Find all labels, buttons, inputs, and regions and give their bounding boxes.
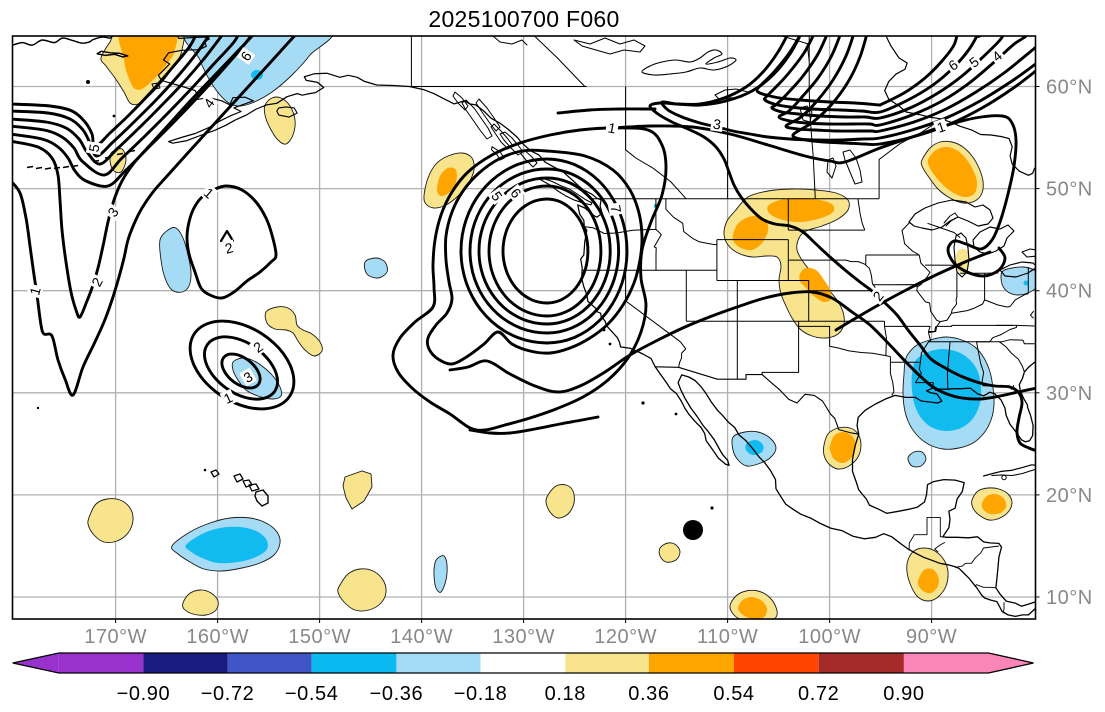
svg-text:2: 2 [223,239,235,257]
svg-text:−0.54: −0.54 [285,683,339,705]
svg-text:2025100700 F060: 2025100700 F060 [428,6,619,32]
svg-text:100°W: 100°W [798,626,861,648]
svg-text:150°W: 150°W [288,626,351,648]
svg-text:30°N: 30°N [1046,383,1093,405]
svg-text:120°W: 120°W [594,626,657,648]
svg-text:140°W: 140°W [390,626,453,648]
svg-text:0.90: 0.90 [883,683,924,705]
svg-text:110°W: 110°W [697,626,758,648]
svg-text:0.72: 0.72 [798,683,839,705]
svg-text:3: 3 [712,116,722,133]
svg-text:1: 1 [607,119,618,136]
svg-text:20°N: 20°N [1046,485,1093,507]
svg-text:160°W: 160°W [186,626,249,648]
svg-text:170°W: 170°W [84,626,147,648]
svg-text:90°W: 90°W [906,626,957,648]
svg-text:0.54: 0.54 [713,683,754,705]
svg-text:1: 1 [26,285,44,297]
svg-text:−0.36: −0.36 [370,683,424,705]
svg-text:−0.18: −0.18 [454,683,508,705]
svg-text:40°N: 40°N [1046,281,1093,303]
svg-text:130°W: 130°W [492,626,555,648]
svg-text:0.18: 0.18 [545,683,586,705]
svg-text:50°N: 50°N [1046,179,1093,201]
svg-text:−0.72: −0.72 [201,683,255,705]
svg-text:10°N: 10°N [1046,587,1093,609]
svg-text:5: 5 [85,143,102,154]
svg-text:0.36: 0.36 [628,683,669,705]
svg-text:−0.90: −0.90 [117,683,171,705]
svg-text:60°N: 60°N [1046,77,1093,99]
svg-text:7: 7 [607,204,624,215]
